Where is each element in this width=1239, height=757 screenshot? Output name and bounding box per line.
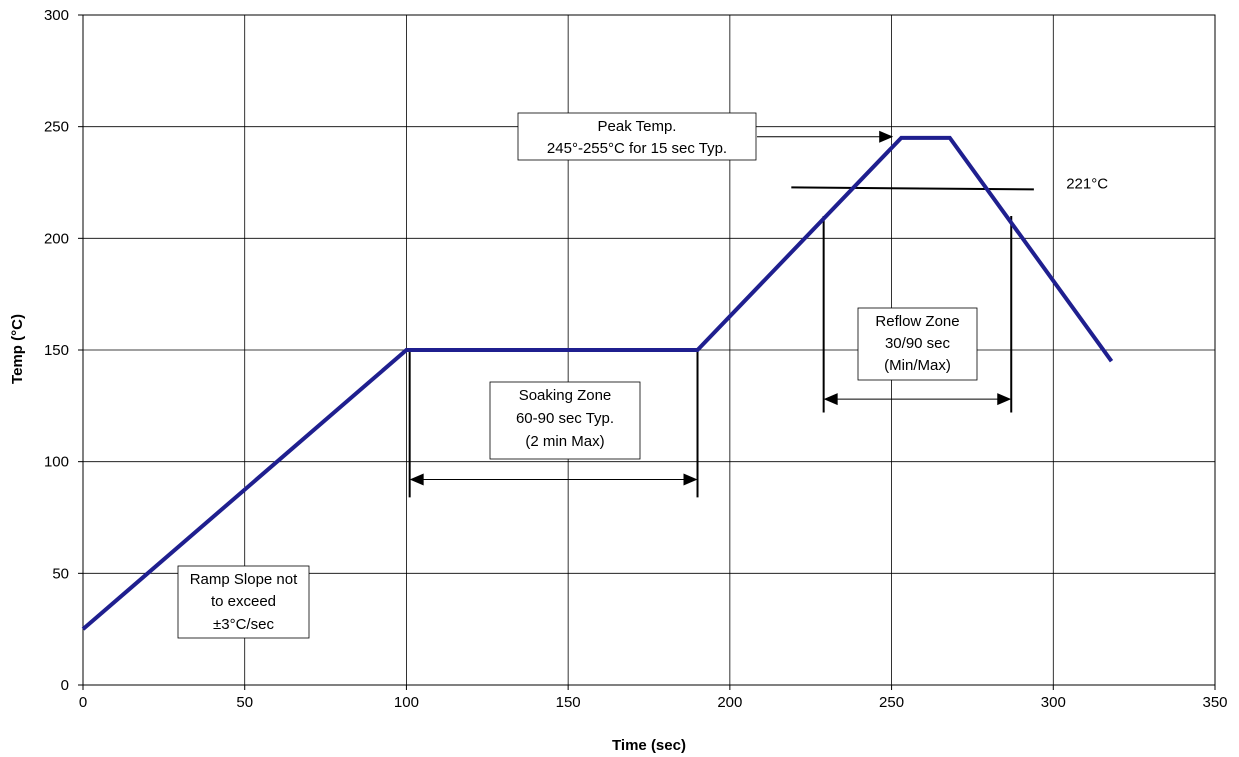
series-line-0 — [81, 135, 1114, 631]
soaking-annotation-line-3: (2 min Max) — [525, 433, 604, 450]
x-tick-label: 250 — [879, 694, 904, 711]
peak-annotation-line-1: Peak Temp. — [598, 118, 677, 135]
ramp-annotation-line-3: ±3°C/sec — [213, 616, 274, 633]
peak-annotation: Peak Temp. 245°-255°C for 15 sec Typ. — [517, 112, 757, 161]
x-axis-ticks: 0 50 100 150 200 250 300 350 — [79, 685, 1228, 711]
soaking-annotation: Soaking Zone 60-90 sec Typ. (2 min Max) — [489, 381, 641, 460]
y-tick-label: 200 — [44, 230, 69, 247]
x-tick-label: 100 — [394, 694, 419, 711]
x-axis-title: Time (sec) — [612, 737, 686, 754]
soaking-arrow-head-right — [683, 473, 698, 486]
reflow-annotation: Reflow Zone 30/90 sec (Min/Max) — [857, 307, 978, 381]
soaking-arrow-head-left — [409, 473, 424, 486]
y-axis-ticks: 0 50 100 150 200 250 300 — [44, 7, 83, 694]
peak-annotation-line-2: 245°-255°C for 15 sec Typ. — [547, 140, 727, 157]
soaking-annotation-line-2: 60-90 sec Typ. — [516, 410, 614, 427]
y-tick-label: 0 — [61, 677, 69, 694]
y-tick-label: 100 — [44, 454, 69, 471]
ramp-annotation-box — [177, 565, 310, 639]
series-group — [81, 135, 1114, 631]
x-tick-label: 350 — [1202, 694, 1227, 711]
reflow-arrow-head-right — [997, 393, 1012, 406]
x-tick-label: 150 — [556, 694, 581, 711]
x-tick-label: 50 — [236, 694, 253, 711]
ramp-annotation: Ramp Slope not to exceed ±3°C/sec — [177, 565, 310, 639]
ramp-annotation-line-2: to exceed — [211, 593, 276, 610]
reflow-annotation-line-3: (Min/Max) — [884, 357, 951, 374]
soaking-annotation-box — [489, 381, 641, 460]
x-tick-label: 0 — [79, 694, 87, 711]
zone-markers — [408, 130, 1013, 498]
reflow-annotation-line-2: 30/90 sec — [885, 335, 951, 352]
reference-line-label: 221°C — [1066, 175, 1108, 192]
y-axis-title: Temp (°C) — [9, 314, 26, 384]
reference-line-221: 221°C — [791, 175, 1108, 192]
peak-annotation-box — [517, 112, 757, 161]
reflow-annotation-line-1: Reflow Zone — [875, 313, 959, 330]
soaking-annotation-line-1: Soaking Zone — [519, 387, 612, 404]
reflow-annotation-box — [857, 307, 978, 381]
x-tick-label: 200 — [717, 694, 742, 711]
reference-line — [791, 186, 1034, 191]
ramp-annotation-line-1: Ramp Slope not — [190, 571, 298, 588]
reflow-arrow-head-left — [823, 393, 838, 406]
x-tick-label: 300 — [1041, 694, 1066, 711]
y-tick-label: 50 — [52, 565, 69, 582]
peak-arrow-head — [879, 130, 894, 143]
y-tick-label: 300 — [44, 7, 69, 24]
y-tick-label: 250 — [44, 119, 69, 136]
y-tick-label: 150 — [44, 342, 69, 359]
